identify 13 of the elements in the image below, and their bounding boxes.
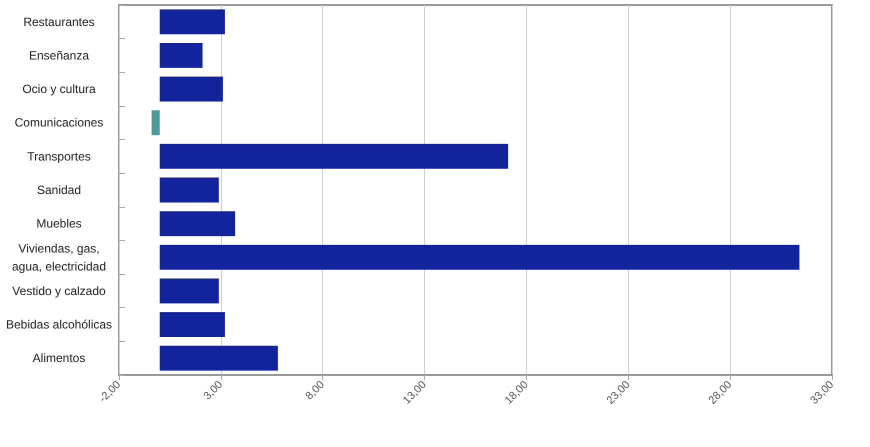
y-tick-label: Bebidas alcohólicas (6, 318, 112, 332)
y-tick-label: Vestido y calzado (12, 284, 106, 298)
y-tick-label: Alimentos (32, 351, 86, 366)
y-tick-label: Comunicaciones (14, 116, 104, 130)
x-tick-label: 3,00 (201, 378, 226, 402)
y-tick-label: Restaurantes (23, 14, 95, 29)
y-tick-label: Muebles (36, 216, 82, 231)
x-tick-label: 8,00 (303, 378, 327, 402)
y-tick-label: Sanidad (36, 183, 82, 197)
y-tick-label: Transportes (27, 149, 91, 164)
y-tick-label: Ocio y cultura (22, 82, 96, 96)
y-tick-label: Enseñanza (28, 48, 90, 62)
y-tick-label: Viviendas, gas, agua, electricidad (12, 241, 106, 274)
